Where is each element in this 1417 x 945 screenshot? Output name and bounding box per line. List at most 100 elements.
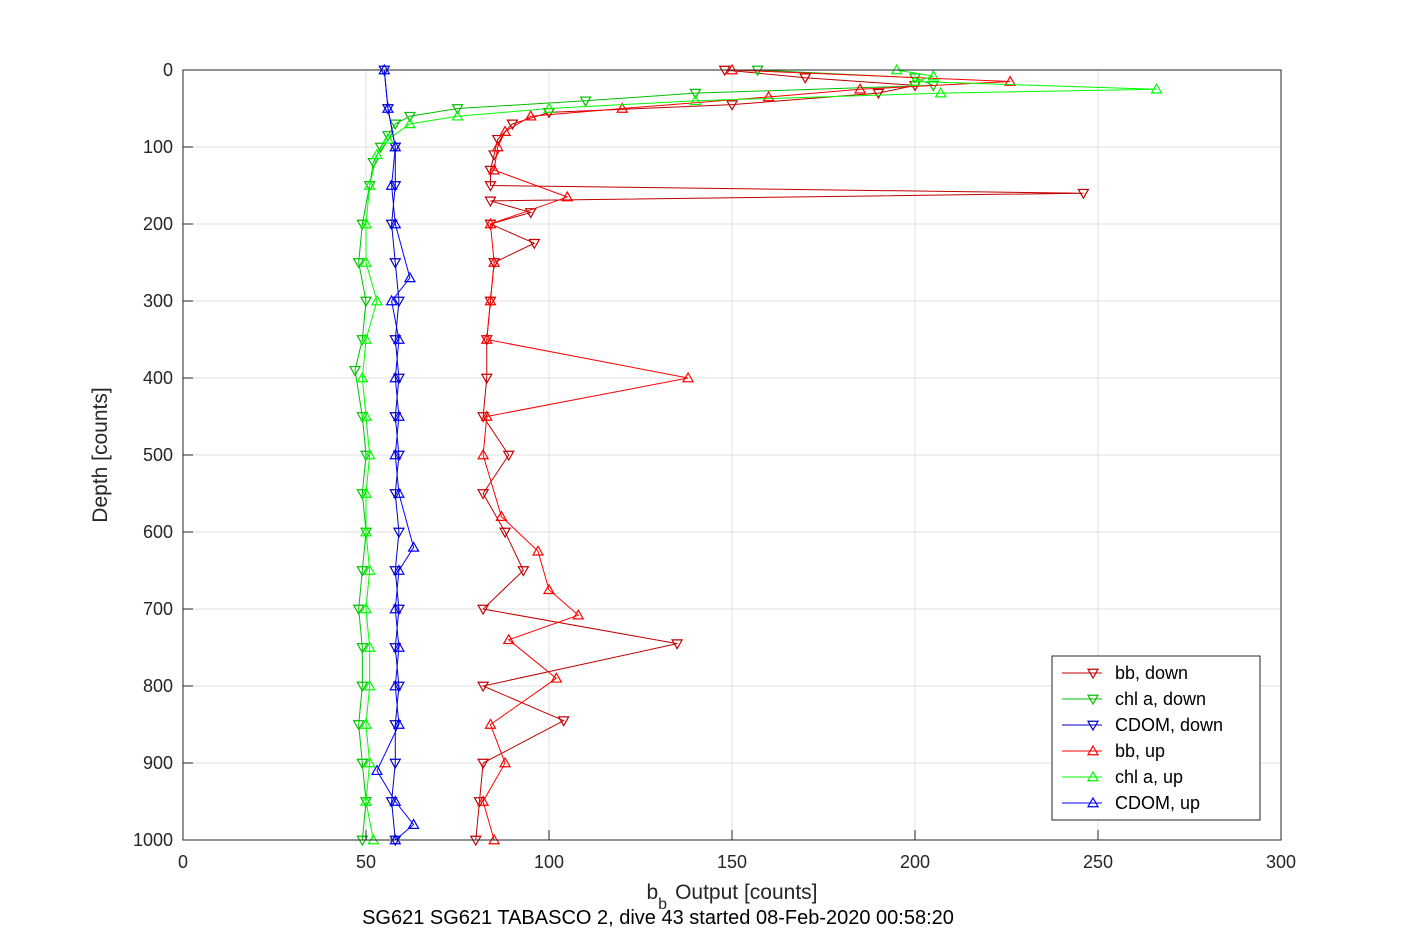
- data-point: [352, 258, 365, 269]
- data-point: [381, 133, 394, 144]
- data-point: [363, 564, 376, 575]
- data-point: [484, 219, 497, 231]
- data-point: [908, 75, 922, 86]
- legend-marker: [1086, 770, 1100, 782]
- x-tick-label: 200: [900, 852, 930, 872]
- data-point: [872, 88, 885, 100]
- data-point: [480, 333, 493, 344]
- data-point: [389, 795, 402, 806]
- data-point: [389, 140, 402, 152]
- data-point: [359, 525, 373, 537]
- legend-entry: bb, down: [1062, 663, 1188, 683]
- data-point: [389, 142, 402, 154]
- data-point: [356, 681, 369, 693]
- data-point: [356, 489, 369, 500]
- data-point: [403, 271, 416, 283]
- data-point: [495, 510, 508, 521]
- data-point: [484, 196, 497, 208]
- legend-label: CDOM, down: [1115, 715, 1223, 735]
- data-point: [689, 94, 702, 106]
- data-point: [908, 73, 922, 84]
- data-point: [359, 718, 373, 729]
- data-point: [359, 487, 373, 498]
- data-point: [389, 833, 402, 845]
- series-line: [361, 69, 1157, 841]
- data-point: [359, 410, 373, 421]
- data-point: [352, 604, 365, 616]
- data-point: [392, 527, 405, 539]
- data-point: [524, 208, 537, 219]
- y-tick-label: 900: [143, 753, 173, 773]
- series-line: [383, 69, 400, 841]
- data-point: [491, 134, 504, 146]
- data-point: [488, 256, 501, 267]
- data-point: [356, 566, 369, 577]
- data-point: [407, 541, 420, 552]
- data-point: [528, 238, 541, 250]
- data-point: [484, 718, 497, 729]
- data-point: [381, 102, 394, 113]
- data-point: [725, 100, 739, 111]
- data-point: [389, 679, 402, 691]
- data-point: [359, 296, 373, 308]
- data-point: [385, 219, 398, 231]
- series-3: [477, 63, 1017, 845]
- data-point: [389, 758, 402, 770]
- data-point: [389, 448, 402, 460]
- data-point: [502, 450, 515, 462]
- data-point: [392, 296, 405, 308]
- series-layer: [348, 63, 1163, 847]
- data-point: [356, 758, 369, 770]
- data-point: [392, 410, 405, 421]
- legend-marker: [1086, 720, 1100, 732]
- data-point: [389, 335, 402, 346]
- x-tick-label: 250: [1083, 852, 1113, 872]
- data-point: [356, 643, 369, 654]
- series-line: [475, 69, 1084, 841]
- data-point: [542, 583, 556, 595]
- data-point: [389, 566, 402, 577]
- data-point: [356, 412, 369, 423]
- data-point: [352, 720, 365, 731]
- data-point: [359, 333, 373, 344]
- data-point: [348, 365, 362, 377]
- data-point: [378, 63, 391, 75]
- legend-label: CDOM, up: [1115, 793, 1200, 813]
- data-point: [392, 604, 405, 616]
- data-point: [363, 756, 376, 768]
- x-axis-title: bb Output [counts]: [646, 881, 817, 913]
- data-point: [359, 795, 373, 806]
- series-2: [378, 65, 405, 847]
- data-point: [488, 833, 501, 845]
- data-point: [689, 88, 702, 100]
- legend-marker: [1086, 796, 1100, 808]
- data-point: [561, 190, 574, 202]
- x-tick-label: 150: [717, 852, 747, 872]
- data-point: [477, 795, 490, 806]
- data-point: [385, 179, 398, 190]
- data-point: [389, 720, 402, 731]
- data-point: [363, 179, 376, 190]
- data-point: [506, 119, 519, 131]
- data-point: [517, 566, 530, 577]
- data-point: [392, 450, 405, 462]
- data-point: [356, 371, 369, 383]
- data-point: [616, 102, 629, 113]
- data-point: [381, 131, 394, 142]
- legend: bb, down chl a, down CDOM, down bb, up chl a…: [1051, 655, 1261, 821]
- data-point: [385, 294, 398, 306]
- x-tick-label: 300: [1266, 852, 1296, 872]
- data-point: [550, 672, 563, 683]
- legend-label: chl a, down: [1115, 689, 1206, 709]
- legend-entry: bb, up: [1062, 741, 1165, 761]
- y-tick-label: 500: [143, 445, 173, 465]
- legend-entry: CDOM, up: [1062, 793, 1200, 813]
- data-point: [378, 65, 391, 77]
- data-point: [854, 83, 867, 94]
- data-point: [488, 163, 501, 175]
- chart-caption: SG621 SG621 TABASCO 2, dive 43 started 0…: [362, 907, 954, 929]
- data-point: [389, 412, 402, 423]
- data-point: [484, 165, 497, 177]
- data-point: [572, 608, 585, 620]
- data-point: [718, 65, 731, 77]
